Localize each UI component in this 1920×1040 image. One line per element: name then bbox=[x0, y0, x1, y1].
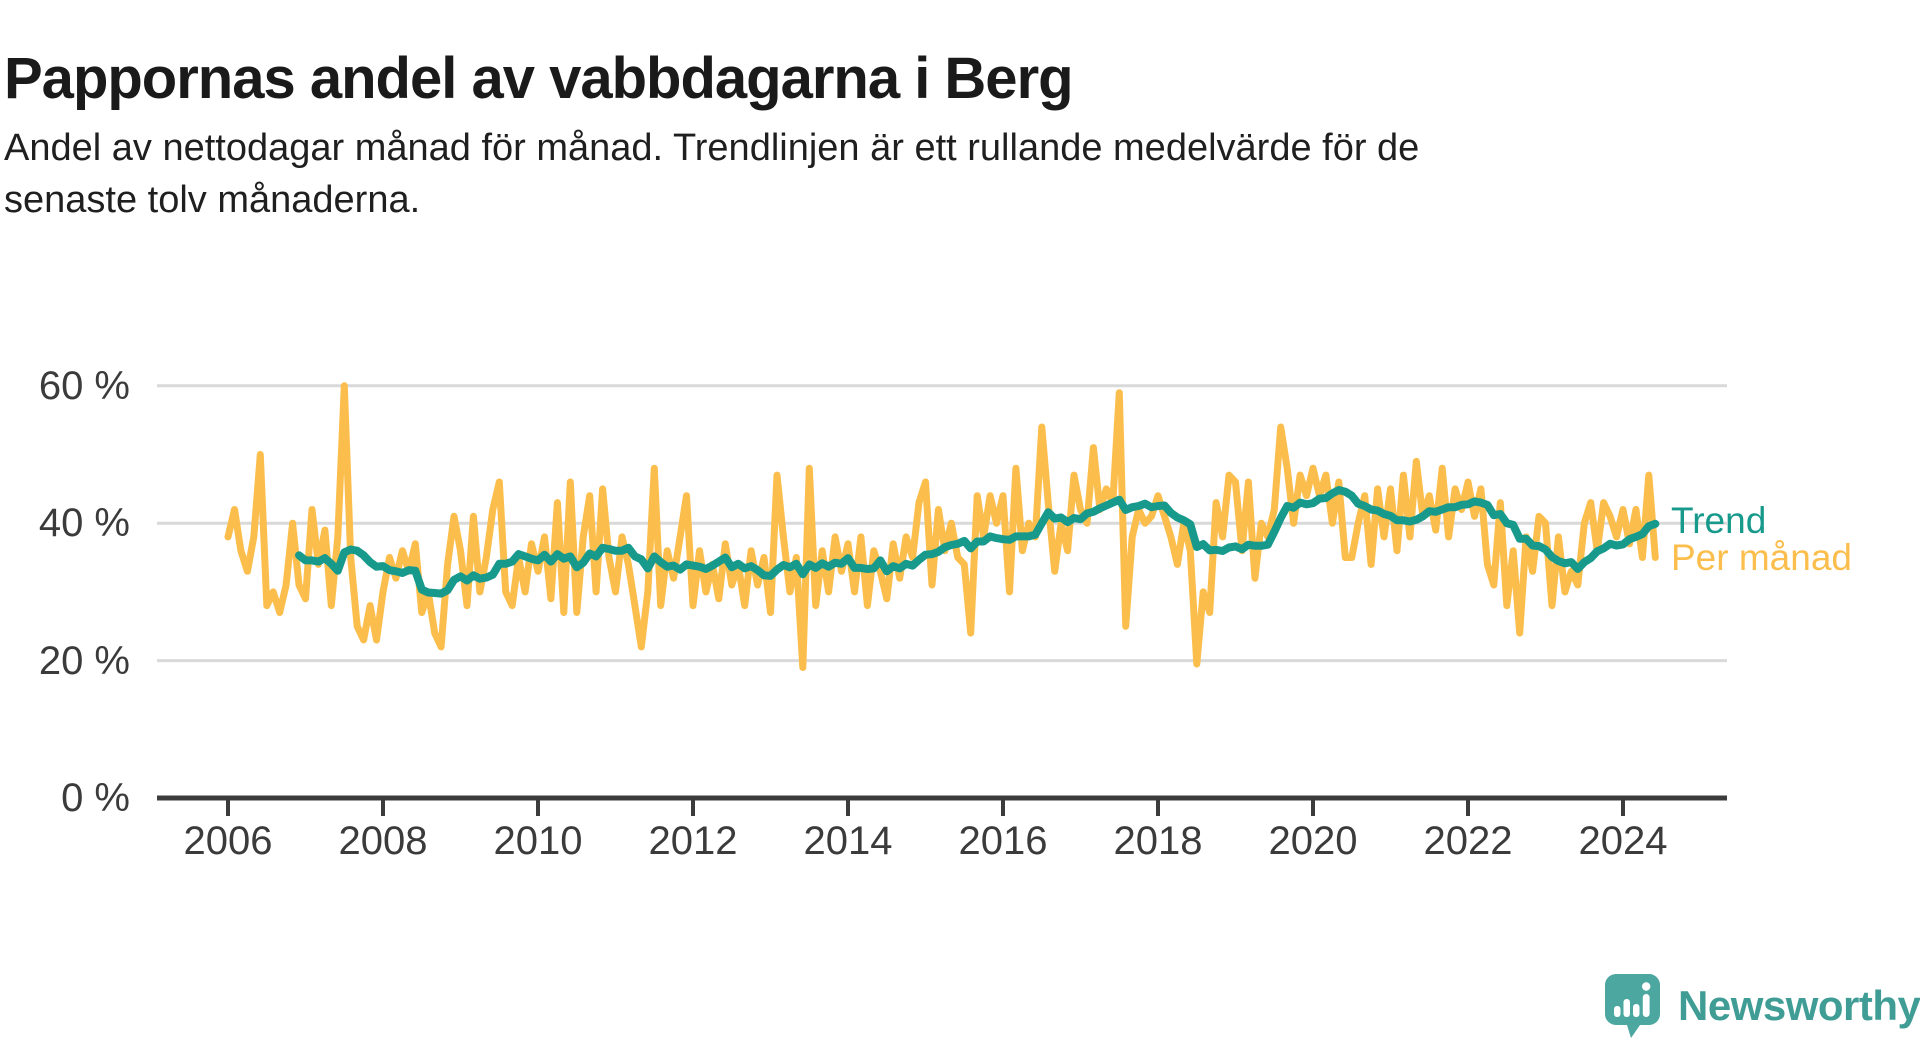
x-axis-tick-label: 2018 bbox=[1113, 819, 1203, 863]
x-axis-tick-label: 2008 bbox=[338, 819, 428, 863]
y-axis-tick-label: 0 % bbox=[61, 776, 130, 820]
x-axis-tick-label: 2016 bbox=[958, 819, 1048, 863]
y-axis-tick-label: 20 % bbox=[38, 638, 130, 683]
legend-label-trend: Trend bbox=[1671, 500, 1767, 541]
x-axis-tick-label: 2024 bbox=[1578, 819, 1668, 863]
newsworthy-branding: Newsworthy bbox=[1604, 972, 1920, 1040]
x-axis-tick-label: 2012 bbox=[648, 819, 738, 863]
y-axis-tick-label: 60 % bbox=[38, 363, 130, 408]
newsworthy-logo-icon bbox=[1605, 974, 1660, 1038]
chart-subtitle-line2: senaste tolv månaderna. bbox=[4, 179, 421, 221]
x-axis-tick-label: 2020 bbox=[1268, 819, 1358, 863]
chart-title: Pappornas andel av vabbdagarna i Berg bbox=[4, 45, 1074, 111]
trend-line bbox=[295, 486, 1660, 598]
x-axis-tick-label: 2010 bbox=[493, 819, 583, 863]
x-axis-tick-label: 2006 bbox=[183, 819, 273, 863]
x-axis-tick-label: 2014 bbox=[803, 819, 893, 863]
newsworthy-wordmark: Newsworthy bbox=[1678, 982, 1920, 1029]
per-manad-line bbox=[224, 382, 1659, 671]
chart-subtitle-line1: Andel av nettodagar månad för månad. Tre… bbox=[4, 127, 1420, 169]
chart-subtitle: Andel av nettodagar månad för månad. Tre… bbox=[4, 122, 1704, 226]
y-axis-tick-label: 40 % bbox=[38, 501, 130, 546]
legend-label-per-manad: Per månad bbox=[1671, 537, 1852, 578]
x-axis-tick-label: 2022 bbox=[1423, 819, 1513, 863]
